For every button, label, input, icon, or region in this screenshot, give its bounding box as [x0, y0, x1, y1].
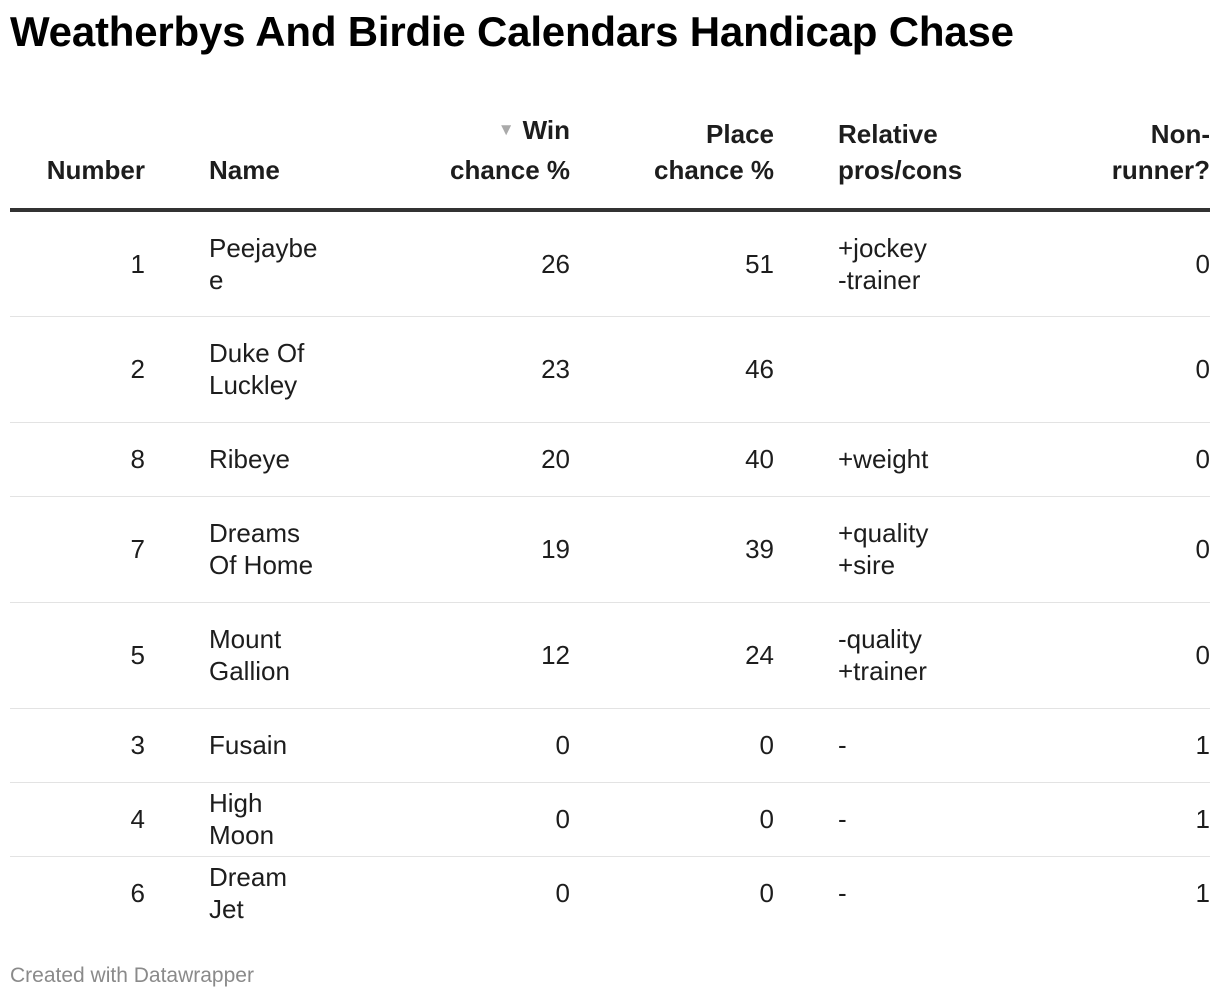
cell-pros-cons: -	[774, 708, 974, 783]
cell-number: 5	[10, 602, 145, 709]
cell-non-runner: 1	[1195, 878, 1210, 909]
column-header-place-label-1: Place	[706, 119, 774, 149]
cell-place-chance: 0	[570, 708, 774, 783]
table-row: 7 Dreams Of Home 19 39 +quality +sire 0	[10, 496, 1210, 603]
cell-non-runner: 0	[974, 496, 1210, 603]
column-header-number[interactable]: Number	[10, 112, 145, 212]
cell-place-chance: 39	[570, 496, 774, 603]
table-row: 4 High Moon 0 0-1	[10, 782, 1210, 857]
cell-name: Dream Jet	[209, 862, 288, 925]
column-header-win-chance[interactable]: ▼ Win chance %	[345, 112, 570, 212]
column-header-win-label-2: chance %	[450, 155, 570, 185]
cell-place-chance: 24	[570, 602, 774, 709]
cell-name: Mount Gallion	[145, 602, 345, 709]
cell-number: 2	[10, 316, 145, 423]
cell-place-chance: 46	[570, 316, 774, 423]
cell-non-runner: 0	[974, 210, 1210, 317]
cell-win-chance: 12	[345, 602, 570, 709]
column-header-win-label-1: Win	[522, 115, 570, 145]
column-header-pros-label-1: Relative	[838, 119, 938, 149]
cell-win-chance: 26	[345, 210, 570, 317]
column-header-pros-cons[interactable]: Relative pros/cons	[774, 112, 974, 212]
cell-non-runner: 0	[974, 422, 1210, 497]
cell-pros-cons: +quality +sire	[774, 496, 974, 603]
cell-non-runner: 0	[974, 602, 1210, 709]
cell-number: 3	[10, 708, 145, 783]
cell-win-chance: 20	[345, 422, 570, 497]
column-header-place-chance[interactable]: Place chance %	[570, 112, 774, 212]
column-header-nr-label-2: runner?	[1111, 155, 1210, 185]
table-row: 6 Dream Jet 0 0 - 1	[10, 856, 1210, 930]
chart-title: Weatherbys And Birdie Calendars Handicap…	[10, 8, 1014, 55]
cell-name: High Moon	[145, 782, 345, 857]
cell-number: 1	[10, 210, 145, 317]
sort-descending-icon: ▼	[497, 120, 515, 139]
cell-name: Ribeye	[145, 422, 345, 497]
cell-win-chance: 0	[555, 878, 570, 909]
table-header-row: Number Name ▼ Win chance % Place chance %…	[10, 112, 1210, 212]
column-header-place-label-2: chance %	[654, 155, 774, 185]
cell-name: Duke Of Luckley	[145, 316, 345, 423]
column-header-number-label: Number	[46, 155, 145, 185]
column-header-pros-label-2: pros/cons	[838, 155, 963, 185]
cell-name: Fusain	[145, 708, 345, 783]
cell-pros-cons: +weight	[774, 422, 974, 497]
table-row: 8 Ribeye 20 40 +weight 0	[10, 422, 1210, 497]
cell-win-chance: 19	[345, 496, 570, 603]
cell-place-chance: 0	[570, 782, 774, 857]
cell-number: 7	[10, 496, 145, 603]
cell-pros-cons: -	[774, 782, 974, 857]
cell-win-chance: 0	[345, 782, 570, 857]
cell-non-runner: 1	[974, 782, 1210, 857]
cell-name: Dreams Of Home	[145, 496, 345, 603]
cell-win-chance: 0	[345, 708, 570, 783]
table-row: 3 Fusain 0 0-1	[10, 708, 1210, 783]
cell-number: 6	[130, 878, 145, 909]
runners-table: Number Name ▼ Win chance % Place chance %…	[10, 112, 1210, 930]
cell-pros-cons: +jockey -trainer	[774, 210, 974, 317]
column-header-nr-label-1: Non-	[1150, 119, 1210, 149]
cell-pros-cons: -	[838, 878, 847, 909]
cell-number: 4	[10, 782, 145, 857]
cell-win-chance: 23	[345, 316, 570, 423]
cell-number: 8	[10, 422, 145, 497]
cell-non-runner: 1	[974, 708, 1210, 783]
cell-place-chance: 40	[570, 422, 774, 497]
column-header-name[interactable]: Name	[145, 112, 345, 212]
cell-pros-cons: -quality +trainer	[774, 602, 974, 709]
table-body: 1 Peejaybee 26 51 +jockey -trainer 0 2 Duke Of …	[10, 210, 1210, 930]
cell-name: Peejaybee	[145, 210, 345, 317]
datawrapper-credit[interactable]: Created with Datawrapper	[10, 964, 254, 987]
table-row: 2 Duke Of Luckley 23 46 0	[10, 316, 1210, 423]
cell-non-runner: 0	[974, 316, 1210, 423]
column-header-non-runner[interactable]: Non- runner?	[974, 112, 1210, 212]
column-header-name-label: Name	[209, 155, 280, 185]
table-row: 5 Mount Gallion 12 24 -quality +trainer 0	[10, 602, 1210, 709]
cell-place-chance: 51	[570, 210, 774, 317]
table-row: 1 Peejaybee 26 51 +jockey -trainer 0	[10, 210, 1210, 317]
cell-place-chance: 0	[759, 878, 774, 909]
cell-pros-cons	[774, 316, 974, 423]
